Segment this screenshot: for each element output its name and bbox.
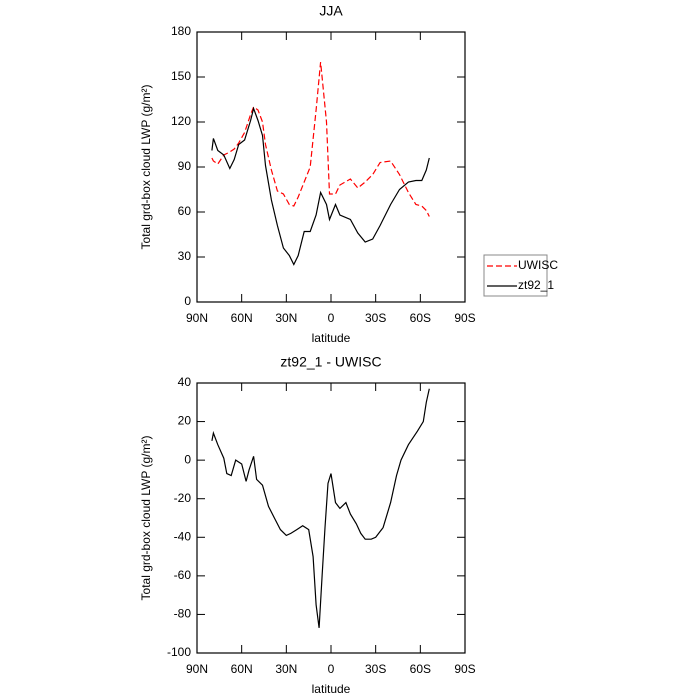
x-tick-label: 0 [328, 662, 335, 676]
y-tick-label: -20 [174, 491, 192, 505]
plot-frame [196, 31, 466, 303]
y-tick-label: 150 [171, 69, 191, 83]
y-tick-label: 30 [178, 249, 192, 263]
series-line [211, 106, 430, 266]
y-tick-label: 20 [178, 414, 192, 428]
x-tick-label: 60N [231, 662, 253, 676]
x-tick-label: 60N [231, 311, 253, 325]
y-tick-label: 40 [178, 375, 192, 389]
x-axis-label: latitude [312, 682, 351, 696]
x-tick-label: 60S [410, 311, 431, 325]
y-tick-label: 60 [178, 204, 192, 218]
y-tick-label: -80 [174, 607, 192, 621]
legend-label: UWISC [518, 258, 558, 272]
x-tick-label: 90S [454, 311, 475, 325]
x-tick-label: 30S [365, 311, 386, 325]
x-tick-label: 90N [186, 662, 208, 676]
y-axis-label: Total grd-box cloud LWP (g/m²) [139, 85, 153, 250]
chart-title: JJA [319, 3, 343, 19]
y-tick-label: 0 [184, 452, 191, 466]
x-tick-label: 90N [186, 311, 208, 325]
x-axis-label: latitude [312, 331, 351, 345]
x-tick-label: 60S [410, 662, 431, 676]
x-tick-label: 0 [328, 311, 335, 325]
chart-title: zt92_1 - UWISC [280, 354, 381, 370]
x-tick-label: 90S [454, 662, 475, 676]
y-tick-label: 0 [184, 294, 191, 308]
series-line [211, 388, 430, 628]
y-axis-label: Total grd-box cloud LWP (g/m²) [139, 436, 153, 601]
series-line [211, 61, 430, 217]
y-tick-label: -60 [174, 568, 192, 582]
y-tick-label: 180 [171, 24, 191, 38]
legend-box [483, 254, 548, 297]
y-tick-label: -40 [174, 529, 192, 543]
y-tick-label: -100 [167, 645, 191, 659]
x-tick-label: 30N [275, 662, 297, 676]
y-tick-label: 90 [178, 159, 192, 173]
x-tick-label: 30N [275, 311, 297, 325]
y-tick-label: 120 [171, 114, 191, 128]
plot-frame [196, 382, 466, 654]
legend-label: zt92_1 [518, 278, 554, 292]
x-tick-label: 30S [365, 662, 386, 676]
